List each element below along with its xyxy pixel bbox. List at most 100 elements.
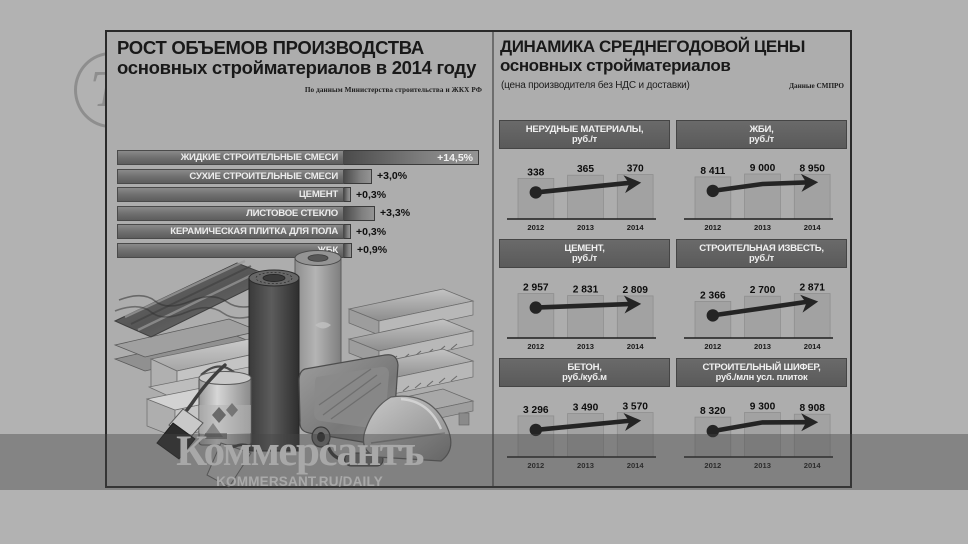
price-chart-title-unit: руб./т <box>749 133 774 144</box>
trend-arrow-head <box>800 294 819 313</box>
price-chart-title: ЖБИ, руб./т <box>676 120 847 149</box>
price-chart-title-unit: руб./млн усл. плиток <box>715 371 808 382</box>
price-chart-value-label: 9 300 <box>750 401 776 412</box>
price-chart-body: 2 366 2 700 2 871 2012 2013 2014 <box>676 268 847 354</box>
price-chart-bar <box>567 174 604 220</box>
trend-line <box>535 301 633 310</box>
bar-row: СУХИЕ СТРОИТЕЛЬНЫЕ СМЕСИ +3,0% <box>117 168 485 184</box>
trend-arrow-head <box>800 173 819 192</box>
price-chart-svg: 3 296 3 490 3 570 2012 2013 2014 <box>507 402 656 470</box>
price-chart-bar <box>744 295 781 339</box>
bar-value-label: +0,9% <box>357 244 388 257</box>
right-subtitle: (цена производителя без НДС и доставки) <box>501 80 690 92</box>
bar-row: ЦЕМЕНТ +0,3% <box>117 187 485 203</box>
right-title-line2: основных стройматериалов <box>500 56 731 76</box>
price-chart-value-label: 8 950 <box>799 163 825 174</box>
price-chart-body: 8 411 9 000 8 950 2012 2013 2014 <box>676 149 847 235</box>
trend-start-dot <box>706 424 719 438</box>
trend-line <box>712 299 810 318</box>
price-chart-title: ЦЕМЕНТ, руб./т <box>499 239 670 268</box>
price-chart-title: СТРОИТЕЛЬНЫЙ ШИФЕР, руб./млн усл. плиток <box>676 358 847 387</box>
bar-value-label: +0,3% <box>356 188 387 201</box>
price-chart-year-label: 2014 <box>804 461 822 470</box>
trend-line <box>535 418 633 433</box>
price-chart-year-label: 2013 <box>754 461 771 470</box>
panel-divider <box>492 32 494 486</box>
bar-fill <box>344 205 375 221</box>
bar-fill <box>344 224 351 240</box>
trowel <box>206 442 257 488</box>
price-chart-bar <box>517 177 555 220</box>
price-chart-title: БЕТОН, руб./куб.м <box>499 358 670 387</box>
trend-arrow-head <box>623 295 642 314</box>
price-chart-year-label: 2013 <box>577 342 594 351</box>
price-chart-value-label: 8 411 <box>700 166 725 177</box>
bar-value-label: +3,0% <box>377 170 408 183</box>
price-chart-title-name: СТРОИТЕЛЬНЫЙ ШИФЕР, <box>702 361 821 373</box>
price-chart-title-name: СТРОИТЕЛЬНАЯ ИЗВЕСТЬ, <box>699 242 824 254</box>
trend-arrow-head <box>801 413 819 432</box>
paint-bucket <box>198 365 252 446</box>
price-chart-bar <box>567 295 604 339</box>
price-chart-value-label: 2 809 <box>622 285 648 296</box>
price-dynamics-charts-grid: НЕРУДНЫЕ МАТЕРИАЛЫ, руб./т 338 365 370 2012 20… <box>499 120 847 473</box>
bar-fill <box>344 242 352 258</box>
bar-row: ЖБК +0,9% <box>117 242 485 258</box>
trend-start-dot <box>529 423 542 437</box>
price-chart-year-label: 2014 <box>627 342 645 351</box>
price-chart-bar <box>567 413 604 458</box>
price-chart-card: СТРОИТЕЛЬНЫЙ ШИФЕР, руб./млн усл. плиток 8… <box>676 358 847 473</box>
price-chart-year-label: 2012 <box>527 342 544 351</box>
bar-row: ЛИСТОВОЕ СТЕКЛО +3,3% <box>117 205 485 221</box>
price-chart-year-label: 2013 <box>577 223 594 232</box>
trend-start-dot <box>529 186 542 199</box>
bar-category-label: ЦЕМЕНТ <box>117 187 344 203</box>
price-chart-svg: 2 957 2 831 2 809 2012 2013 2014 <box>507 283 656 351</box>
price-chart-value-label: 3 570 <box>622 402 648 413</box>
price-chart-value-label: 365 <box>577 164 594 175</box>
price-chart-title: НЕРУДНЫЕ МАТЕРИАЛЫ, руб./т <box>499 120 670 149</box>
price-chart-body: 338 365 370 2012 2013 2014 <box>499 149 670 235</box>
price-chart-year-label: 2013 <box>577 461 594 470</box>
construction-materials-illustration <box>109 247 490 488</box>
bar-category-label: КЕРАМИЧЕСКАЯ ПЛИТКА ДЛЯ ПОЛА <box>117 224 344 240</box>
price-chart-year-label: 2012 <box>704 223 721 232</box>
left-panel-header: РОСТ ОБЪЕМОВ ПРОИЗВОДСТВА основных строй… <box>107 32 492 81</box>
price-chart-svg: 8 411 9 000 8 950 2012 2013 2014 <box>684 163 833 232</box>
price-chart-value-label: 2 366 <box>700 290 726 301</box>
price-chart-value-label: 2 957 <box>523 283 549 294</box>
price-chart-bar <box>517 293 555 339</box>
price-chart-svg: 338 365 370 2012 2013 2014 <box>507 164 656 232</box>
price-chart-card: ЖБИ, руб./т 8 411 9 000 8 950 2012 2013 2014 <box>676 120 847 235</box>
price-chart-svg: 2 366 2 700 2 871 2012 2013 2014 <box>684 283 833 351</box>
bar-category-label: ЖИДКИЕ СТРОИТЕЛЬНЫЕ СМЕСИ <box>117 150 344 165</box>
illustration-svg <box>113 250 475 488</box>
price-chart-value-label: 8 320 <box>700 406 726 417</box>
price-chart-year-label: 2012 <box>527 461 544 470</box>
price-chart-title: СТРОИТЕЛЬНАЯ ИЗВЕСТЬ, руб./т <box>676 239 847 268</box>
price-chart-year-label: 2014 <box>804 223 822 232</box>
bar-value-label: +3,3% <box>380 207 411 220</box>
left-source-note: По данным Министерства строительства и Ж… <box>304 85 482 94</box>
trend-arrow-head <box>623 175 642 194</box>
price-chart-value-label: 3 490 <box>573 403 599 414</box>
price-chart-title-unit: руб./т <box>749 252 774 263</box>
price-chart-value-label: 8 908 <box>799 403 825 414</box>
right-title-line1: ДИНАМИКА СРЕДНЕГОДОВОЙ ЦЕНЫ <box>500 37 805 56</box>
price-chart-year-label: 2012 <box>527 223 544 232</box>
price-chart-value-label: 370 <box>627 164 644 175</box>
price-chart-title-name: ЦЕМЕНТ, <box>564 242 605 254</box>
bar-category-label: ЛИСТОВОЕ СТЕКЛО <box>117 205 344 221</box>
price-chart-title-name: НЕРУДНЫЕ МАТЕРИАЛЫ, <box>525 123 644 135</box>
price-chart-title-unit: руб./т <box>572 133 597 144</box>
price-chart-value-label: 338 <box>527 167 544 178</box>
right-subtitle-row: (цена производителя без НДС и доставки) … <box>494 75 852 91</box>
bar-value-label: +0,3% <box>356 225 387 238</box>
bar-fill <box>344 168 372 184</box>
trend-line <box>712 419 810 434</box>
price-chart-body: 8 320 9 300 8 908 2012 2013 2014 <box>676 387 847 473</box>
price-chart-body: 2 957 2 831 2 809 2012 2013 2014 <box>499 268 670 354</box>
bar-row: КЕРАМИЧЕСКАЯ ПЛИТКА ДЛЯ ПОЛА +0,3% <box>117 224 485 240</box>
price-chart-card: ЦЕМЕНТ, руб./т 2 957 2 831 2 809 2012 2013 2014 <box>499 239 670 354</box>
